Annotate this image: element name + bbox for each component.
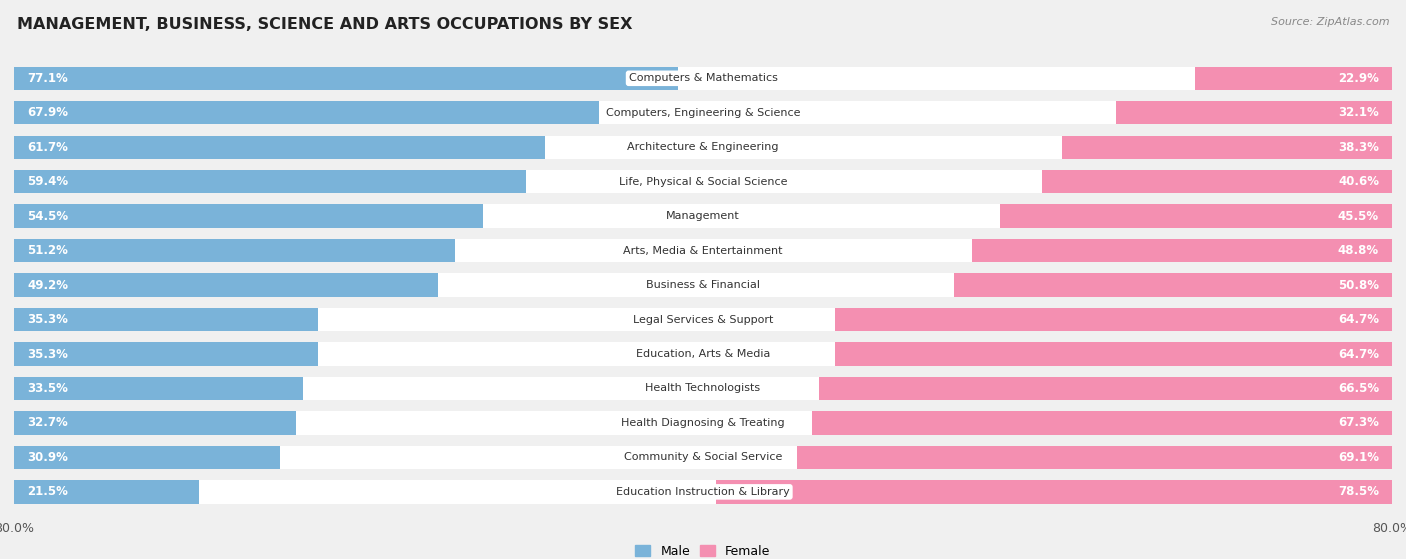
- Bar: [14, 446, 703, 469]
- Bar: [14, 170, 703, 193]
- Bar: [955, 273, 1392, 297]
- Text: 66.5%: 66.5%: [1339, 382, 1379, 395]
- Text: 69.1%: 69.1%: [1339, 451, 1379, 464]
- Text: 61.7%: 61.7%: [27, 141, 67, 154]
- Bar: [14, 101, 599, 125]
- Bar: [703, 67, 1392, 90]
- Text: 35.3%: 35.3%: [27, 313, 67, 326]
- Text: 67.3%: 67.3%: [1339, 416, 1379, 429]
- Bar: [14, 480, 200, 504]
- Bar: [703, 135, 1392, 159]
- Text: Health Technologists: Health Technologists: [645, 383, 761, 394]
- Text: 49.2%: 49.2%: [27, 278, 67, 292]
- Bar: [14, 205, 703, 228]
- Bar: [835, 342, 1392, 366]
- Bar: [716, 480, 1392, 504]
- Bar: [14, 308, 703, 331]
- Bar: [703, 239, 1392, 262]
- Bar: [14, 67, 678, 90]
- Bar: [14, 411, 295, 435]
- Bar: [14, 342, 703, 366]
- Text: Computers & Mathematics: Computers & Mathematics: [628, 73, 778, 83]
- Text: 78.5%: 78.5%: [1339, 485, 1379, 499]
- Bar: [820, 377, 1392, 400]
- Text: 64.7%: 64.7%: [1339, 313, 1379, 326]
- Bar: [14, 308, 318, 331]
- Bar: [703, 205, 1392, 228]
- Text: 40.6%: 40.6%: [1339, 175, 1379, 188]
- Text: 22.9%: 22.9%: [1339, 72, 1379, 85]
- Bar: [703, 342, 1392, 366]
- Bar: [14, 446, 280, 469]
- Bar: [703, 480, 1392, 504]
- Bar: [14, 377, 302, 400]
- Legend: Male, Female: Male, Female: [630, 540, 776, 559]
- Bar: [797, 446, 1392, 469]
- Bar: [14, 101, 703, 125]
- Text: Source: ZipAtlas.com: Source: ZipAtlas.com: [1271, 17, 1389, 27]
- Bar: [703, 446, 1392, 469]
- Bar: [1062, 135, 1392, 159]
- Bar: [1042, 170, 1392, 193]
- Text: 64.7%: 64.7%: [1339, 348, 1379, 361]
- Text: Business & Financial: Business & Financial: [645, 280, 761, 290]
- Text: 59.4%: 59.4%: [27, 175, 67, 188]
- Bar: [14, 342, 318, 366]
- Bar: [1195, 67, 1392, 90]
- Bar: [703, 101, 1392, 125]
- Bar: [703, 377, 1392, 400]
- Text: 51.2%: 51.2%: [27, 244, 67, 257]
- Bar: [14, 205, 484, 228]
- Bar: [703, 273, 1392, 297]
- Bar: [14, 67, 703, 90]
- Bar: [14, 273, 437, 297]
- Bar: [972, 239, 1392, 262]
- Text: Arts, Media & Entertainment: Arts, Media & Entertainment: [623, 245, 783, 255]
- Text: Legal Services & Support: Legal Services & Support: [633, 315, 773, 325]
- Bar: [14, 239, 456, 262]
- Text: Computers, Engineering & Science: Computers, Engineering & Science: [606, 108, 800, 118]
- Text: 30.9%: 30.9%: [27, 451, 67, 464]
- Text: 45.5%: 45.5%: [1339, 210, 1379, 222]
- Bar: [703, 411, 1392, 435]
- Bar: [14, 239, 703, 262]
- Bar: [14, 411, 703, 435]
- Text: 67.9%: 67.9%: [27, 106, 67, 119]
- Bar: [14, 273, 703, 297]
- Bar: [813, 411, 1392, 435]
- Text: 38.3%: 38.3%: [1339, 141, 1379, 154]
- Text: MANAGEMENT, BUSINESS, SCIENCE AND ARTS OCCUPATIONS BY SEX: MANAGEMENT, BUSINESS, SCIENCE AND ARTS O…: [17, 17, 633, 32]
- Text: Life, Physical & Social Science: Life, Physical & Social Science: [619, 177, 787, 187]
- Bar: [1115, 101, 1392, 125]
- Text: 54.5%: 54.5%: [27, 210, 67, 222]
- Bar: [14, 170, 526, 193]
- Text: Health Diagnosing & Treating: Health Diagnosing & Treating: [621, 418, 785, 428]
- Text: 33.5%: 33.5%: [27, 382, 67, 395]
- Bar: [14, 377, 703, 400]
- Bar: [1000, 205, 1392, 228]
- Text: Community & Social Service: Community & Social Service: [624, 452, 782, 462]
- Text: 32.7%: 32.7%: [27, 416, 67, 429]
- Text: Education, Arts & Media: Education, Arts & Media: [636, 349, 770, 359]
- Text: Management: Management: [666, 211, 740, 221]
- Bar: [703, 170, 1392, 193]
- Text: Architecture & Engineering: Architecture & Engineering: [627, 142, 779, 152]
- Text: 77.1%: 77.1%: [27, 72, 67, 85]
- Bar: [14, 135, 703, 159]
- Text: 50.8%: 50.8%: [1339, 278, 1379, 292]
- Text: 32.1%: 32.1%: [1339, 106, 1379, 119]
- Bar: [14, 135, 546, 159]
- Text: 48.8%: 48.8%: [1339, 244, 1379, 257]
- Bar: [835, 308, 1392, 331]
- Text: 21.5%: 21.5%: [27, 485, 67, 499]
- Text: 35.3%: 35.3%: [27, 348, 67, 361]
- Text: Education Instruction & Library: Education Instruction & Library: [616, 487, 790, 497]
- Bar: [14, 480, 703, 504]
- Bar: [703, 308, 1392, 331]
